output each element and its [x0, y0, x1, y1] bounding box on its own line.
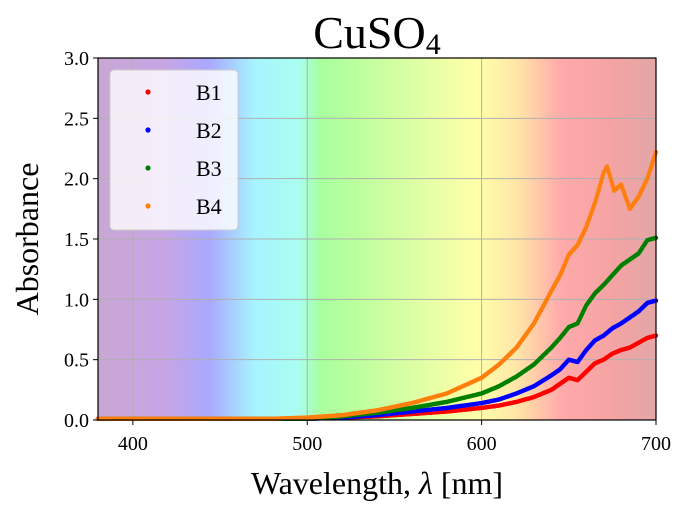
x-tick-label: 700 [641, 433, 671, 455]
y-tick-label: 2.0 [64, 169, 89, 191]
legend-marker [145, 89, 151, 95]
legend-label: B3 [196, 156, 222, 181]
y-tick-label: 0.5 [64, 350, 89, 372]
y-tick-label: 3.0 [64, 48, 89, 70]
legend: B1 B2 B3 B4 [109, 69, 239, 231]
legend-label: B1 [196, 80, 222, 105]
chart-title-main: CuSO [313, 7, 425, 58]
y-tick-label: 1.5 [64, 229, 89, 251]
y-tick-label: 0.0 [64, 410, 89, 432]
y-axis-ticks: 0.0 0.5 1.0 1.5 2.0 2.5 3.0 [64, 48, 98, 432]
legend-item-b4: B4 [145, 194, 222, 219]
legend-box [109, 69, 239, 231]
x-axis-title-symbol: λ [418, 465, 433, 501]
x-tick-label: 600 [467, 433, 497, 455]
legend-label: B4 [196, 194, 222, 219]
legend-items: B1 B2 B3 B4 [145, 80, 222, 219]
y-axis-title: Absorbance [9, 163, 45, 316]
y-tick-label: 2.5 [64, 108, 89, 130]
x-axis-ticks: 400 500 600 700 [118, 420, 671, 455]
legend-marker [145, 203, 151, 209]
chart-title-subscript: 4 [426, 28, 441, 61]
legend-marker [145, 127, 151, 133]
legend-item-b1: B1 [145, 80, 222, 105]
x-tick-label: 500 [292, 433, 322, 455]
x-axis-title-unit: [nm] [433, 465, 503, 501]
x-tick-label: 400 [118, 433, 148, 455]
x-axis-title: Wavelength, λ [nm] [251, 465, 503, 501]
legend-item-b3: B3 [145, 156, 222, 181]
chart-title: CuSO4 [313, 7, 440, 61]
y-tick-label: 1.0 [64, 289, 89, 311]
legend-item-b2: B2 [145, 118, 222, 143]
legend-marker [145, 165, 151, 171]
legend-label: B2 [196, 118, 222, 143]
x-axis-title-main: Wavelength, [251, 465, 419, 501]
